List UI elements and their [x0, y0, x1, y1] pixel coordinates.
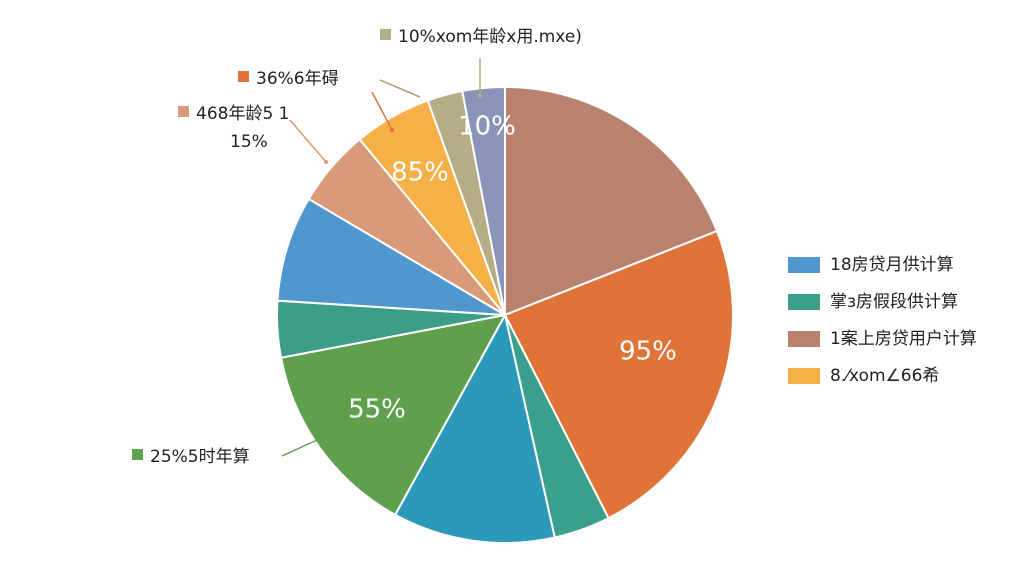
pie-slice — [504, 85, 719, 317]
leader-line — [379, 79, 421, 98]
legend-swatch — [788, 257, 820, 273]
pie-slice — [276, 197, 506, 316]
legend-label: 8.⁄xom∠66希 — [830, 366, 939, 386]
pie-slice — [393, 312, 556, 544]
legend-label: 18房贷月供计算 — [830, 255, 954, 275]
callout-label: 25%5时年算 — [150, 447, 250, 467]
leader-line — [281, 424, 351, 457]
slice-label: 10% — [458, 112, 516, 142]
legend-swatch — [788, 294, 820, 310]
callout-label: 36%6年碍 — [256, 69, 339, 89]
callout-swatch — [132, 449, 143, 460]
leader-dot — [390, 128, 394, 132]
callout-label: 10%xom年龄x用.mxe) — [398, 27, 582, 47]
leader-line — [289, 119, 327, 163]
callout-swatch — [178, 106, 189, 117]
pie-slice — [461, 85, 506, 316]
leader-dot — [324, 160, 328, 164]
leader-line — [371, 91, 393, 131]
callout-label: 468年龄5 1 — [196, 104, 289, 124]
pie-slice — [279, 313, 507, 517]
legend-swatch — [788, 331, 820, 347]
leader-dot — [478, 94, 482, 98]
callout-swatch — [380, 29, 391, 40]
legend-swatch — [788, 368, 820, 384]
slice-label: 85% — [391, 158, 449, 188]
callout-swatch — [238, 71, 249, 82]
pie-slice — [503, 229, 734, 520]
legend-label: 掌з房假段供计算 — [830, 292, 958, 312]
slice-label: 95% — [619, 337, 677, 367]
leader-dot — [348, 423, 352, 427]
slice-label: 55% — [348, 395, 406, 425]
callout-label: 15% — [230, 132, 268, 152]
legend-label: 1案上房贷用户计算 — [830, 329, 977, 349]
